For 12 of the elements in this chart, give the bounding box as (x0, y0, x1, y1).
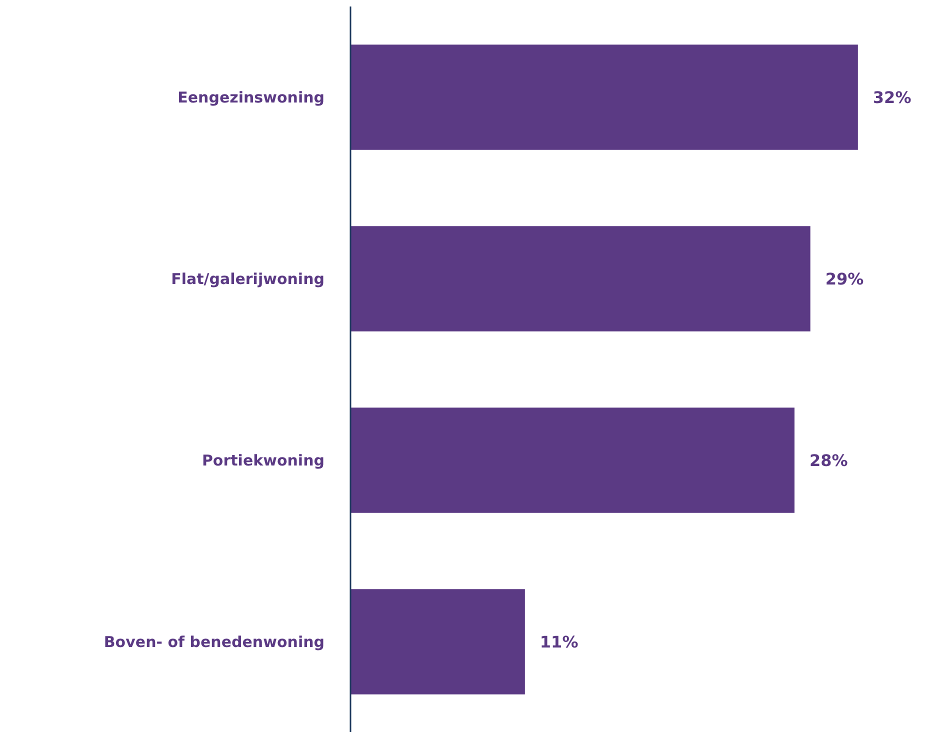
data-label: 28% (809, 450, 848, 470)
y-tick-label: Eengezinswoning (178, 88, 325, 106)
bar (350, 44, 858, 150)
data-label: 11% (540, 632, 578, 652)
bar (350, 226, 810, 332)
bar (350, 408, 794, 513)
y-tick-label: Portiekwoning (202, 451, 325, 470)
data-label: 29% (825, 269, 864, 288)
y-tick-label: Flat/galerijwoning (171, 270, 325, 288)
data-label: 32% (872, 88, 912, 107)
y-tick-label: Boven- of benedenwoning (104, 632, 325, 651)
bar (350, 589, 525, 694)
